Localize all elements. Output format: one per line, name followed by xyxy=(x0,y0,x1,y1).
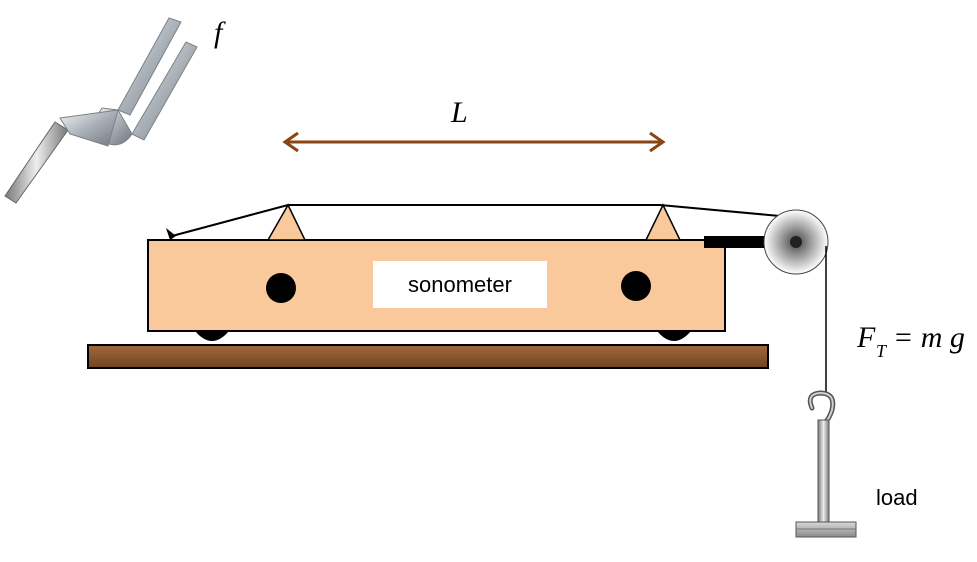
base-board xyxy=(87,344,769,369)
foot-right xyxy=(657,331,691,341)
box-hole-right xyxy=(621,271,651,301)
pulley-axle xyxy=(790,236,802,248)
tension-label: F T = m g xyxy=(856,321,965,361)
bridge-right xyxy=(644,203,682,241)
length-label: L xyxy=(450,96,468,129)
load-label: load xyxy=(876,485,918,510)
tension-rhs: = m g xyxy=(893,321,965,354)
tension-lhs: F xyxy=(856,321,876,354)
tuning-fork-icon xyxy=(4,17,198,204)
length-arrow xyxy=(282,131,666,153)
string-wire xyxy=(171,204,781,237)
bridge-left xyxy=(266,203,307,241)
frequency-label: f xyxy=(214,16,226,49)
sonometer-label-plate xyxy=(373,261,547,308)
sonometer-label: sonometer xyxy=(408,272,512,297)
weight-hanger xyxy=(795,390,857,538)
tension-subscript: T xyxy=(876,341,888,361)
box-hole-left xyxy=(266,273,296,303)
wire-anchor xyxy=(166,228,176,240)
foot-left xyxy=(195,331,229,341)
